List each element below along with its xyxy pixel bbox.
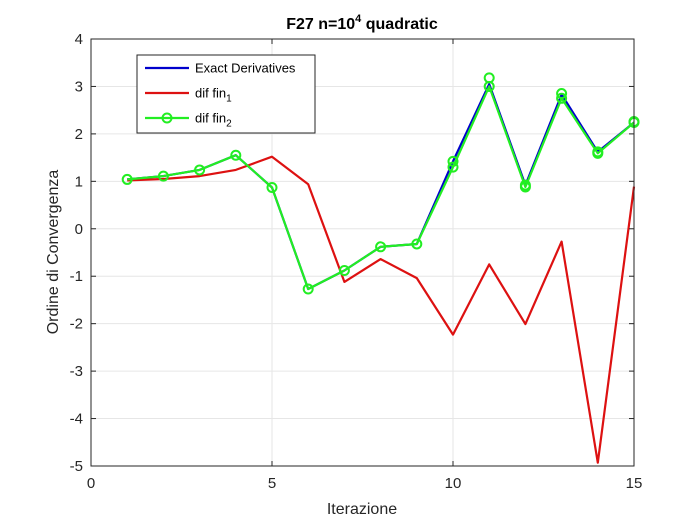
x-tick-label: 10 [445, 475, 462, 492]
title-superscript: 4 [355, 13, 362, 25]
y-tick-label: -5 [70, 458, 83, 475]
y-tick-label: 2 [75, 126, 83, 143]
y-tick-label: -4 [70, 411, 83, 428]
series-3-point [556, 92, 568, 104]
series-3-point [302, 283, 314, 295]
series-line-2 [127, 155, 636, 464]
x-tick-label: 5 [268, 475, 276, 492]
series-line-3 [127, 85, 635, 291]
series-3-point [483, 72, 495, 84]
legend-label-3: dif fin2 [195, 111, 232, 130]
y-tick-label: 4 [75, 31, 83, 48]
legend: Exact Derivatives dif fin1 dif fin2 [136, 54, 316, 134]
y-tick-label: 1 [75, 173, 83, 190]
ticks: 0 5 10 15 -5 -4 -3 -2 -1 0 1 2 3 4 [70, 31, 643, 492]
series-3-point [338, 265, 350, 277]
series-3-point [519, 179, 531, 191]
series-3-point [375, 241, 387, 253]
x-tick-label: 15 [626, 475, 643, 492]
y-tick-label: -3 [70, 363, 83, 380]
y-axis-label: Ordine di Convergenza [45, 170, 62, 335]
series-3-point [447, 155, 459, 167]
series-3-point [556, 88, 568, 100]
title-suffix: quadratic [361, 16, 438, 33]
chart-title: F27 n=104 quadratic [286, 13, 438, 33]
series-3-point [157, 170, 169, 182]
y-tick-label: -1 [70, 268, 83, 285]
legend-marker-3 [161, 112, 173, 124]
series-3-point [266, 182, 278, 194]
x-axis-label: Iterazione [327, 501, 397, 518]
y-tick-label: 0 [75, 221, 83, 238]
series-3-point [592, 146, 604, 158]
series-group [121, 72, 640, 464]
series-3-point [121, 173, 133, 185]
series-3-point [230, 149, 242, 161]
legend-label-1: Exact Derivatives [195, 61, 296, 76]
y-tick-label: -2 [70, 316, 83, 333]
legend-label-2: dif fin1 [195, 86, 232, 105]
x-tick-label: 0 [87, 475, 95, 492]
series-3-point [447, 161, 459, 173]
series-3-point [194, 164, 206, 176]
y-tick-label: 3 [75, 78, 83, 95]
title-prefix: F27 n=10 [286, 16, 355, 33]
axes-box [90, 38, 635, 467]
series-3-point [411, 238, 423, 250]
